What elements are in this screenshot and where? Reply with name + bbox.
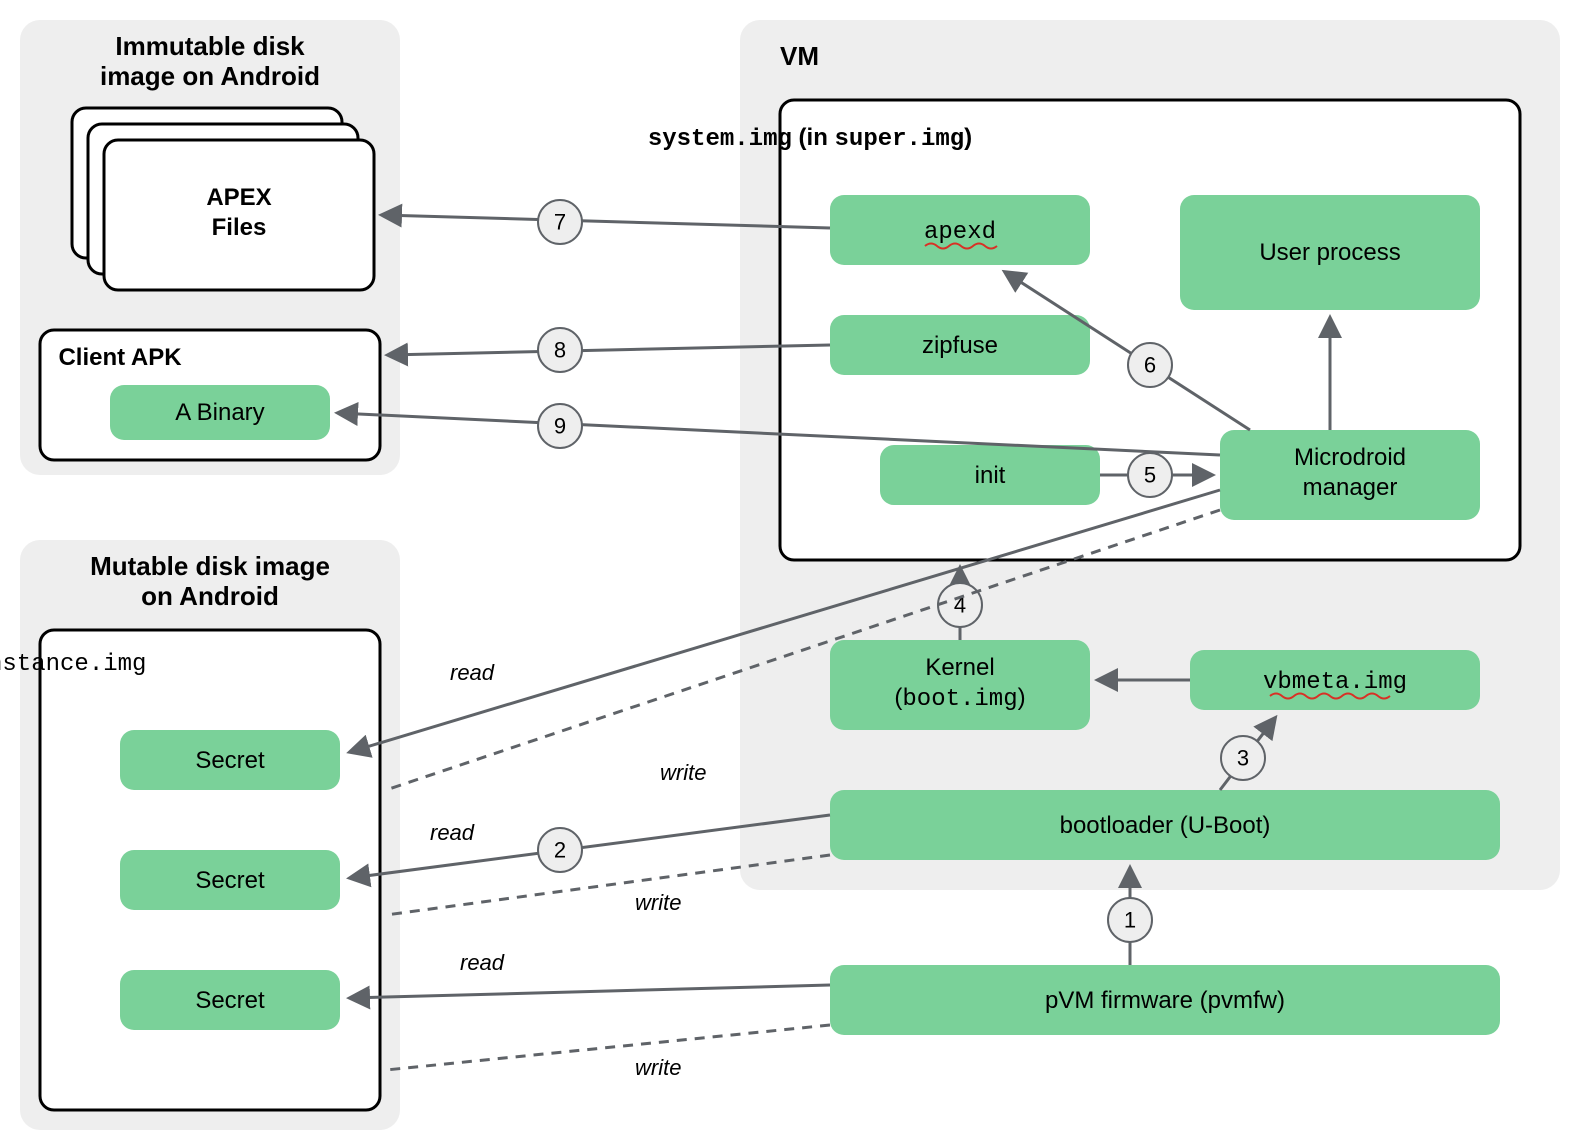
step-2-label: 2 (554, 838, 566, 863)
panel-immutable-title-l1: Immutable disk (115, 31, 305, 61)
edge-2-read-label: read (430, 820, 475, 845)
panel-immutable-title-l2: image on Android (100, 61, 320, 91)
edge-2-write-label: write (635, 890, 681, 915)
zipfuse-label: zipfuse (922, 332, 998, 359)
bootloader-label: bootloader (U-Boot) (1060, 812, 1271, 839)
vbmeta-label: vbmeta.img (1263, 669, 1407, 696)
kernel-label-l2: (boot.img) (894, 684, 1025, 713)
panel-mutable: Mutable disk image on Android instance.i… (0, 540, 400, 1130)
edge-pvm-secret3-write (386, 1025, 830, 1070)
step-8-label: 8 (554, 338, 566, 363)
microdroid-label-l1: Microdroid (1294, 444, 1406, 471)
node-instance-img: instance.img Secret Secret Secret (0, 630, 380, 1110)
secret-2-label: Secret (195, 867, 265, 894)
panel-vm: VM system.img (in super.img) apexd User … (648, 20, 1560, 890)
microdroid-label-l2: manager (1303, 474, 1398, 501)
node-client-apk: Client APK A Binary (40, 330, 380, 460)
edge-pvm-secret3 (350, 985, 830, 998)
edge-pvm-s3-write-label: write (635, 1055, 681, 1080)
system-img-label: system.img (in super.img) (648, 124, 972, 153)
apex-files-label-l1: APEX (206, 184, 271, 211)
init-label: init (975, 462, 1006, 489)
step-7-label: 7 (554, 210, 566, 235)
kernel-label-l1: Kernel (925, 654, 994, 681)
apex-files-label-l2: Files (212, 214, 267, 241)
client-apk-label: Client APK (58, 344, 182, 371)
instance-img-label: instance.img (0, 651, 146, 678)
architecture-diagram: Immutable disk image on Android APEX Fil… (0, 0, 1578, 1146)
step-3-label: 3 (1237, 746, 1249, 771)
step-9-label: 9 (554, 414, 566, 439)
step-1-label: 1 (1124, 908, 1136, 933)
panel-mutable-title-l2: on Android (141, 581, 279, 611)
pvmfw-label: pVM firmware (pvmfw) (1045, 987, 1285, 1014)
edge-pvm-s3-read-label: read (460, 950, 505, 975)
step-6-label: 6 (1144, 353, 1156, 378)
node-system-img: system.img (in super.img) apexd User pro… (648, 100, 1520, 560)
panel-mutable-title-l1: Mutable disk image (90, 551, 330, 581)
secret-3-label: Secret (195, 987, 265, 1014)
user-process-label: User process (1259, 239, 1400, 266)
secret-1-label: Secret (195, 747, 265, 774)
edge-md-s1-read-label: read (450, 660, 495, 685)
apexd-label: apexd (924, 219, 996, 246)
step-5-label: 5 (1144, 463, 1156, 488)
panel-immutable: Immutable disk image on Android APEX Fil… (20, 20, 400, 475)
edge-md-s1-write-label: write (660, 760, 706, 785)
node-apex-files: APEX Files (72, 108, 374, 290)
a-binary-label: A Binary (175, 399, 264, 426)
panel-vm-title: VM (780, 41, 819, 71)
